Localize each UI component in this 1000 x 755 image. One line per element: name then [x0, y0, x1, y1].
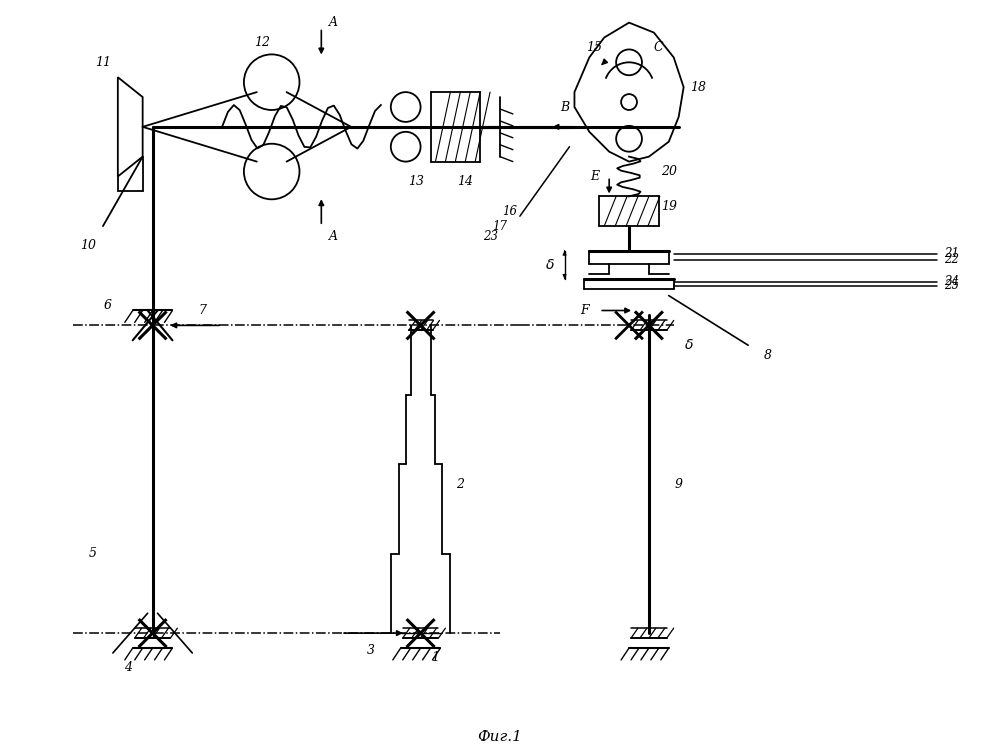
- Text: 2: 2: [456, 478, 464, 491]
- Text: 12: 12: [254, 36, 270, 49]
- Text: 14: 14: [457, 175, 473, 188]
- Text: 16: 16: [502, 205, 517, 217]
- Text: 13: 13: [408, 175, 424, 188]
- Text: 4: 4: [124, 661, 132, 674]
- Text: 5: 5: [89, 547, 97, 560]
- Text: 19: 19: [661, 200, 677, 213]
- Text: 22: 22: [944, 254, 959, 267]
- Text: 20: 20: [661, 165, 677, 178]
- Text: 6: 6: [104, 299, 112, 312]
- Text: $\delta$: $\delta$: [545, 258, 555, 272]
- Text: 11: 11: [95, 56, 111, 69]
- Text: 24: 24: [944, 276, 959, 288]
- Text: 9: 9: [675, 478, 683, 491]
- Text: Фиг.1: Фиг.1: [478, 730, 522, 744]
- Text: 15: 15: [586, 41, 602, 54]
- Text: 25: 25: [944, 279, 959, 292]
- Text: A: A: [329, 16, 338, 29]
- Text: 7: 7: [198, 304, 206, 317]
- Text: 8: 8: [764, 349, 772, 362]
- Text: 1: 1: [431, 652, 439, 664]
- Text: B: B: [560, 100, 569, 113]
- Text: C: C: [654, 41, 664, 54]
- Text: 17: 17: [492, 220, 507, 233]
- Text: E: E: [590, 170, 599, 183]
- Text: 10: 10: [80, 239, 96, 252]
- Text: 23: 23: [483, 230, 498, 242]
- Text: A: A: [329, 230, 338, 242]
- Text: F: F: [580, 304, 589, 317]
- Text: 3: 3: [367, 645, 375, 658]
- Text: 21: 21: [944, 248, 959, 260]
- Text: $\delta$: $\delta$: [684, 338, 694, 353]
- Text: 18: 18: [691, 81, 707, 94]
